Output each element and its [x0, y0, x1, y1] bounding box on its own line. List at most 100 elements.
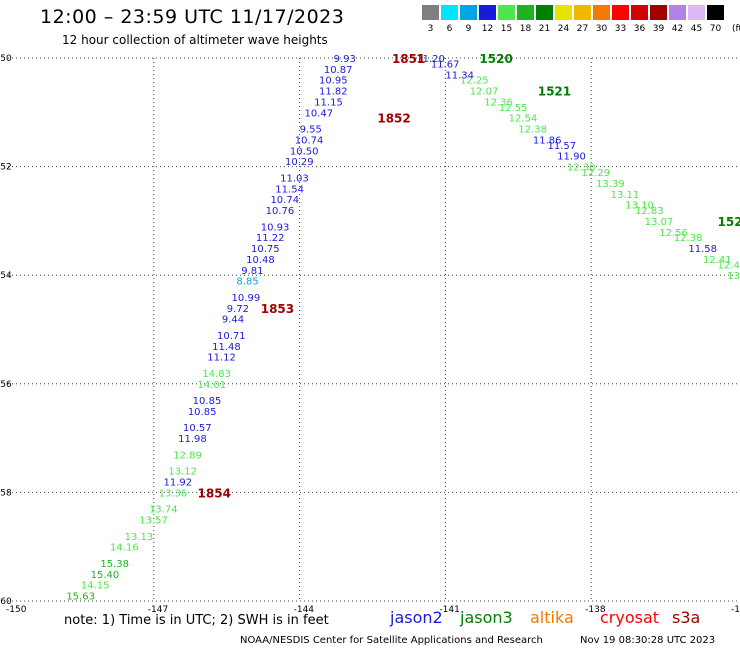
swh-value: 11.20 [416, 54, 445, 65]
swh-value: 14.01 [198, 380, 227, 391]
y-tick-label: -56 [0, 380, 12, 390]
satellite-altika: altika [530, 608, 574, 627]
satellite-jason2: jason2 [390, 608, 443, 627]
swh-value: 11.48 [212, 342, 241, 353]
swh-value: 12.25 [460, 76, 489, 87]
legend-swatch [707, 5, 724, 20]
legend-unit: (ft) [732, 24, 740, 34]
swh-value: 9.44 [222, 315, 244, 326]
swh-value: 11.22 [256, 233, 285, 244]
pass-time-labels: 1851185218531854152015211522202620272027… [198, 52, 740, 500]
swh-value: 11.90 [557, 152, 586, 163]
swh-value: 14.16 [110, 543, 139, 554]
swh-value: 11.67 [431, 59, 460, 70]
swh-value: 12.07 [470, 87, 499, 98]
swh-value: 9.55 [300, 125, 322, 136]
swh-value: 11.98 [178, 434, 207, 445]
legend-label: 33 [614, 24, 627, 34]
swh-value: 12.40 [718, 260, 740, 271]
swh-value: 13.74 [149, 505, 178, 516]
units-note: note: 1) Time is in UTC; 2) SWH is in fe… [64, 613, 329, 628]
swh-value: 9.93 [334, 54, 356, 65]
swh-value: 14.15 [81, 581, 110, 592]
swh-value: 12.55 [499, 103, 528, 114]
swh-value: 11.54 [275, 184, 304, 195]
x-tick-label: -147 [148, 605, 168, 615]
swh-value: 10.75 [251, 244, 280, 255]
legend-label: 6 [446, 24, 453, 34]
swh-value: 10.76 [266, 206, 295, 217]
swh-value: 12.56 [659, 228, 688, 239]
swh-value: 12.29 [581, 168, 610, 179]
swh-value: 11.34 [445, 70, 474, 81]
swh-value: 10.57 [183, 423, 212, 434]
y-tick-label: -60 [0, 597, 12, 607]
swh-value: 10.29 [285, 157, 314, 168]
swh-value: 10.93 [261, 222, 290, 233]
y-tick-label: -52 [0, 163, 12, 173]
legend-swatch [555, 5, 572, 20]
satellite-s3a: s3a [672, 608, 701, 627]
legend-label: 42 [671, 24, 684, 34]
legend-swatch [479, 5, 496, 20]
swh-value: 13.10 [625, 201, 654, 212]
legend-label: 12 [481, 24, 494, 34]
swh-value: 11.82 [319, 87, 348, 98]
pass-time-label: 1851 [392, 52, 425, 66]
x-tick-label: -144 [294, 605, 315, 615]
swh-value: 11.03 [280, 173, 309, 184]
swh-value: 15.63 [66, 592, 95, 603]
legend-label: 45 [690, 24, 703, 34]
legend-label: 24 [557, 24, 570, 34]
legend-label: 36 [633, 24, 646, 34]
generated-timestamp: Nov 19 08:30:28 UTC 2023 [580, 635, 716, 646]
swh-value: 12.89 [173, 450, 202, 461]
legend-swatch [688, 5, 705, 20]
y-tick-label: -50 [0, 54, 12, 64]
swh-value: 11.92 [164, 478, 193, 489]
pass-time-label: 1521 [538, 85, 571, 99]
swh-value: 8.85 [236, 277, 258, 288]
pass-time-label: 1853 [261, 302, 294, 316]
swh-value: 13.39 [596, 179, 625, 190]
x-tick-label: -138 [585, 605, 606, 615]
swh-value: 12.30 [567, 163, 596, 174]
swh-value: 10.50 [290, 146, 319, 157]
legend-swatch [650, 5, 667, 20]
swh-value: 10.87 [324, 65, 353, 76]
swh-value: 12.38 [518, 125, 547, 136]
wave-height-observations: 9.9310.8710.9511.8211.1510.479.5510.7410… [66, 54, 740, 603]
legend-label: 9 [465, 24, 472, 34]
swh-value: 13.11 [611, 190, 640, 201]
legend-swatch [498, 5, 515, 20]
swh-value: 11.12 [207, 353, 236, 364]
pass-time-label: 1854 [198, 486, 231, 500]
pass-time-label: 1522 [718, 215, 740, 229]
swh-value: 11.15 [314, 97, 343, 108]
y-tick-label: -58 [0, 488, 12, 498]
legend-label: 30 [595, 24, 608, 34]
map-title: 12:00 – 23:59 UTC 11/17/2023 [40, 6, 345, 28]
legend-label: 21 [538, 24, 551, 34]
swh-value: 9.81 [241, 266, 263, 277]
swh-value: 10.85 [193, 396, 222, 407]
swh-value: 12.38 [674, 233, 703, 244]
legend-swatch [536, 5, 553, 20]
swh-value: 10.74 [295, 135, 324, 146]
legend-label: 39 [652, 24, 665, 34]
pass-time-label: 1520 [479, 52, 512, 66]
legend-label: 15 [500, 24, 513, 34]
swh-value: 13.07 [645, 217, 674, 228]
swh-value: 11.86 [533, 135, 562, 146]
swh-value: 10.48 [246, 255, 275, 266]
swh-value: 13.57 [139, 516, 168, 527]
swh-value: 11.57 [547, 141, 576, 152]
swh-value: 15.38 [100, 559, 129, 570]
swh-value: 13.12 [168, 467, 197, 478]
swh-value: 10.99 [232, 293, 261, 304]
legend-swatch [460, 5, 477, 20]
legend-swatch [593, 5, 610, 20]
swh-value: 12.54 [509, 114, 538, 125]
legend-swatch [669, 5, 686, 20]
swh-value: 10.74 [270, 195, 299, 206]
